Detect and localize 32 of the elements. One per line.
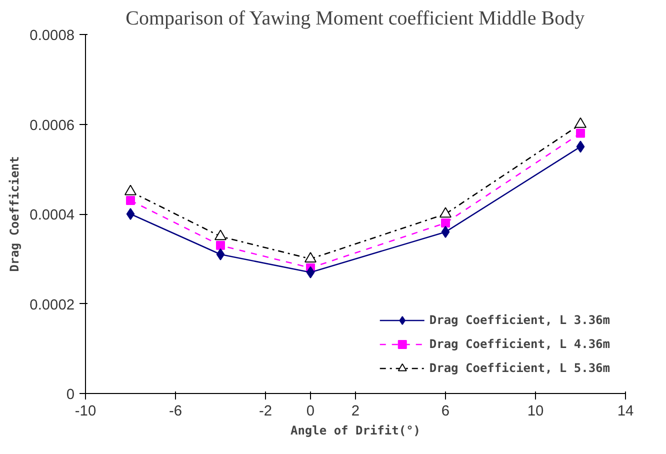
x-tick-label: -2 — [258, 404, 272, 420]
point — [216, 240, 225, 250]
x-tick-label: 0 — [306, 404, 315, 420]
point — [576, 128, 585, 138]
x-tick-label: 6 — [441, 404, 450, 420]
point — [440, 207, 452, 218]
x-tick-label: -10 — [74, 404, 96, 420]
point — [304, 252, 316, 263]
legend-label: Drag Coefficient, L 4.36m — [429, 337, 610, 351]
point — [216, 248, 225, 260]
legend-label: Drag Coefficient, L 5.36m — [429, 361, 610, 375]
y-tick-label: 0.0008 — [30, 28, 74, 44]
point — [441, 226, 450, 238]
x-tick-label: 2 — [351, 404, 360, 420]
point — [126, 196, 135, 206]
y-tick-label: 0.0004 — [30, 208, 74, 224]
x-tick-label: -6 — [168, 404, 182, 420]
legend-label: Drag Coefficient, L 3.36m — [429, 313, 610, 327]
x-tick-label: 10 — [527, 404, 544, 420]
point — [306, 266, 315, 278]
x-tick-label: 14 — [617, 404, 634, 420]
point — [124, 184, 136, 196]
point — [576, 140, 585, 153]
y-tick-label: 0 — [66, 387, 75, 403]
y-tick-label: 0.0002 — [30, 297, 74, 314]
point — [214, 230, 226, 240]
chart-title: Comparison of Yawing Moment coefficient Middle Body — [126, 8, 585, 30]
y-tick-label: 0.0006 — [30, 118, 74, 134]
x-axis-title: Angle of Drifit(°) — [290, 424, 421, 438]
point — [441, 218, 450, 228]
y-axis-title: Drag Coefficient — [8, 156, 22, 272]
point — [126, 208, 135, 220]
